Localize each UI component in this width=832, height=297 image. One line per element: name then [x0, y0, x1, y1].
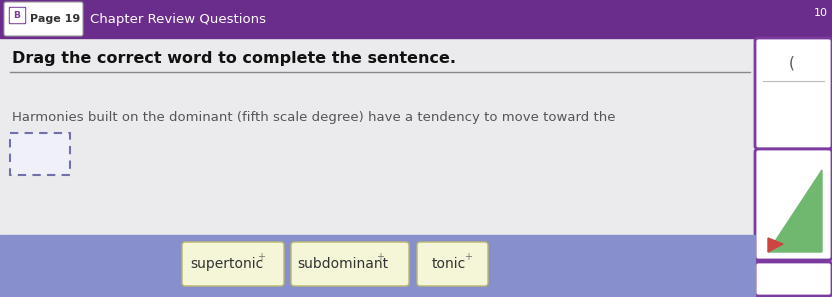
Text: (: (	[789, 56, 795, 70]
Bar	[10, 8, 24, 22]
FancyBboxPatch shape	[417, 242, 488, 286]
Text: tonic: tonic	[432, 257, 466, 271]
Text: subdominant: subdominant	[298, 257, 389, 271]
Text: +: +	[463, 252, 472, 262]
Polygon shape	[768, 238, 783, 252]
Bar	[0, 38, 755, 297]
Text: Chapter Review Questions: Chapter Review Questions	[90, 12, 266, 26]
Text: Harmonies built on the dominant (fifth scale degree) have a tendency to move tow: Harmonies built on the dominant (fifth s…	[12, 111, 616, 124]
Polygon shape	[768, 170, 822, 252]
FancyBboxPatch shape	[10, 133, 70, 175]
Text: supertonic: supertonic	[191, 257, 264, 271]
Text: +: +	[257, 252, 265, 262]
Bar	[0, 0, 832, 38]
FancyBboxPatch shape	[291, 242, 409, 286]
FancyBboxPatch shape	[755, 262, 832, 296]
Text: 10: 10	[814, 8, 828, 18]
FancyBboxPatch shape	[755, 38, 832, 149]
FancyBboxPatch shape	[182, 242, 284, 286]
Text: Page 19: Page 19	[30, 14, 80, 24]
FancyBboxPatch shape	[4, 2, 83, 36]
FancyBboxPatch shape	[755, 149, 832, 260]
Bar	[9, 7, 25, 23]
Text: +: +	[376, 252, 384, 262]
Text: B: B	[13, 11, 21, 20]
Bar	[0, 235, 755, 297]
Text: Drag the correct word to complete the sentence.: Drag the correct word to complete the se…	[12, 50, 456, 66]
